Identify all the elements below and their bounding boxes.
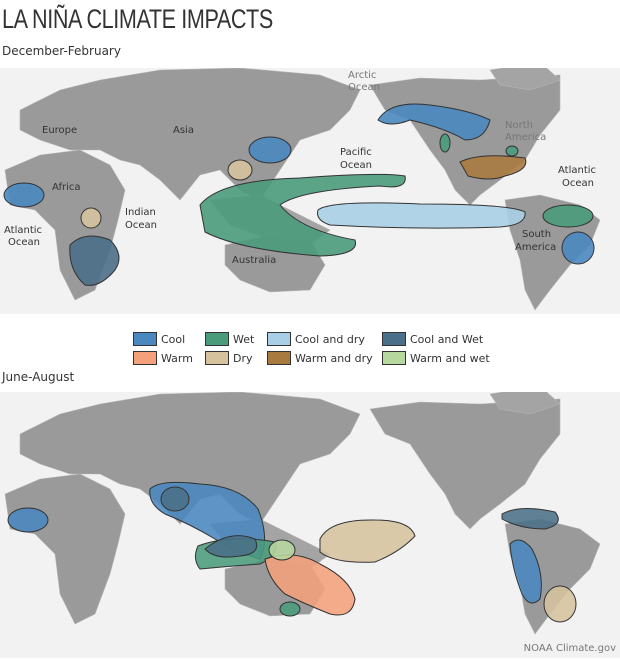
map-dec-feb: Europe Asia Africa Atlantic Ocean Indian…: [0, 68, 620, 314]
label-arctic-2: Ocean: [348, 82, 380, 93]
region-warm-wet-north-australia: [268, 539, 296, 561]
legend-item-wet: Wet: [205, 332, 254, 346]
label-indian-2: Ocean: [125, 220, 157, 231]
season-title-jun-aug: June-August: [2, 370, 75, 384]
region-dry-china: [227, 159, 253, 181]
region-cool-west-south-america: [509, 539, 542, 604]
region-warm-dry-south-us: [459, 155, 527, 180]
page-title: LA NIÑA CLIMATE IMPACTS: [2, 4, 273, 34]
label-pacific-2: Ocean: [340, 160, 372, 171]
region-cool-south-brazil: [561, 231, 595, 265]
region-wet-ohio: [505, 145, 519, 157]
legend-swatch: [133, 332, 157, 346]
map-jun-aug: [0, 392, 620, 658]
label-indian-1: Indian: [125, 207, 156, 218]
region-cool-dry-pacific: [317, 202, 526, 229]
region-wet-maritime: [199, 173, 406, 257]
legend-swatch: [205, 332, 229, 346]
region-cool-wet-india: [160, 486, 190, 512]
legend-label: Warm and wet: [410, 351, 490, 365]
label-asia: Asia: [173, 125, 194, 136]
region-dry-east-africa: [80, 207, 102, 229]
label-europe: Europe: [42, 125, 77, 136]
label-south-america-2: America: [515, 242, 556, 253]
label-africa: Africa: [52, 182, 81, 193]
region-wet-nw-america: [439, 133, 451, 153]
label-atlantic-east-1: Atlantic: [558, 165, 596, 176]
legend: Cool Wet Cool and dry Cool and Wet Warm …: [133, 332, 503, 372]
legend-swatch: [133, 351, 157, 365]
legend-label: Warm: [161, 351, 193, 365]
region-wet-tasmania: [279, 601, 301, 617]
legend-label: Cool and dry: [295, 332, 365, 346]
label-north-america-2: America: [505, 132, 546, 143]
region-dry-south-brazil: [543, 585, 577, 623]
credit: NOAA Climate.gov: [523, 643, 616, 654]
label-pacific-1: Pacific: [340, 147, 372, 158]
label-atlantic-west-1: Atlantic: [4, 225, 42, 236]
region-cool-wet-indonesia: [204, 535, 258, 558]
region-cool-north-america: [377, 103, 491, 141]
label-arctic-1: Arctic: [348, 70, 376, 81]
legend-label: Wet: [233, 332, 255, 346]
region-wet-north-brazil: [542, 204, 594, 228]
legend-swatch: [382, 351, 406, 365]
legend-item-dry: Dry: [205, 351, 253, 365]
region-cool-west-africa: [3, 182, 45, 208]
legend-swatch: [267, 332, 291, 346]
legend-item-cool: Cool: [133, 332, 185, 346]
legend-swatch: [205, 351, 229, 365]
region-cool-japan: [248, 136, 292, 164]
legend-label: Dry: [233, 351, 253, 365]
legend-label: Warm and dry: [295, 351, 373, 365]
legend-item-cool-dry: Cool and dry: [267, 332, 365, 346]
label-australia: Australia: [232, 255, 276, 266]
legend-swatch: [267, 351, 291, 365]
region-cool-wet-central-america: [501, 508, 559, 530]
label-north-america-1: North: [505, 120, 533, 131]
legend-item-warm: Warm: [133, 351, 193, 365]
legend-item-warm-dry: Warm and dry: [267, 351, 373, 365]
region-warm-australia: [264, 554, 356, 616]
legend-item-cool-wet: Cool and Wet: [382, 332, 483, 346]
season-title-dec-feb: December-February: [2, 44, 121, 58]
region-cool-wet-south-africa: [69, 235, 120, 286]
legend-label: Cool: [161, 332, 186, 346]
label-south-america-1: South: [522, 229, 551, 240]
label-atlantic-east-2: Ocean: [562, 178, 594, 189]
legend-swatch: [382, 332, 406, 346]
label-atlantic-west-2: Ocean: [8, 237, 40, 248]
legend-item-warm-wet: Warm and wet: [382, 351, 490, 365]
legend-label: Cool and Wet: [410, 332, 484, 346]
region-dry-central-pacific: [319, 519, 416, 563]
region-cool-west-africa: [7, 507, 49, 533]
